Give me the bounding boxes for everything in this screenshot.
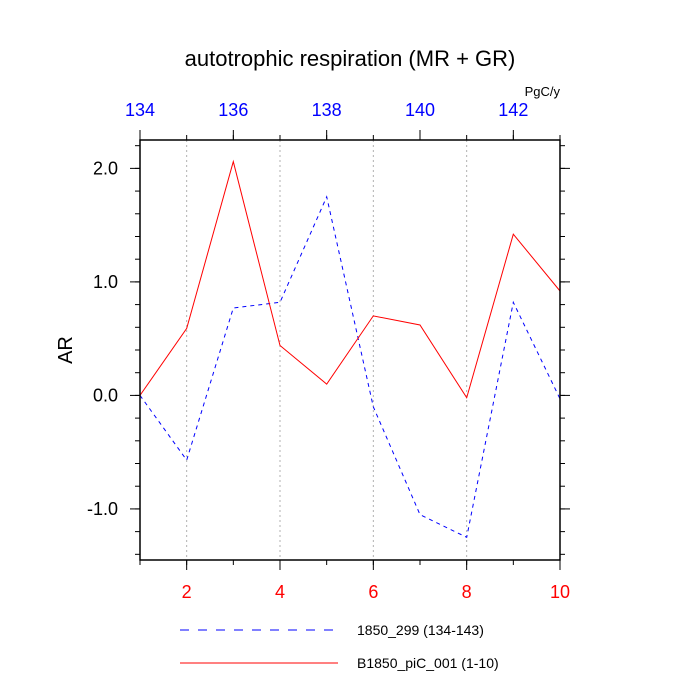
x-bottom-tick-label: 6 — [368, 582, 378, 602]
x-top-tick-label: 136 — [218, 100, 248, 120]
x-top-tick-label: 138 — [312, 100, 342, 120]
legend-label: B1850_piC_001 (1-10) — [357, 655, 499, 671]
y-tick-label: 2.0 — [93, 158, 118, 178]
y-axis-label: AR — [55, 336, 77, 364]
legend-label: 1850_299 (134-143) — [357, 622, 484, 638]
grid-lines — [186, 140, 468, 560]
units-label: PgC/y — [525, 84, 561, 99]
x-bottom-tick-label: 10 — [550, 582, 570, 602]
x-top-tick-label: 134 — [125, 100, 155, 120]
y-tick-label: 0.0 — [93, 385, 118, 405]
legend: 1850_299 (134-143) B1850_piC_001 (1-10) — [180, 622, 499, 671]
x-bottom-tick-label: 8 — [462, 582, 472, 602]
series-line-bottom — [139, 159, 561, 399]
axis-ticks: 2 4 6 8 10 134 136 138 140 142 -1.0 0.0 1.0 2.0 — [87, 100, 570, 602]
chart-title: autotrophic respiration (MR + GR) — [185, 46, 516, 71]
x-top-tick-label: 140 — [405, 100, 435, 120]
series-lines — [139, 159, 561, 539]
y-tick-label: -1.0 — [87, 499, 118, 519]
x-bottom-tick-label: 4 — [275, 582, 285, 602]
y-tick-label: 1.0 — [93, 272, 118, 292]
x-top-tick-label: 142 — [498, 100, 528, 120]
series-line-top — [139, 195, 561, 539]
x-bottom-tick-label: 2 — [182, 582, 192, 602]
